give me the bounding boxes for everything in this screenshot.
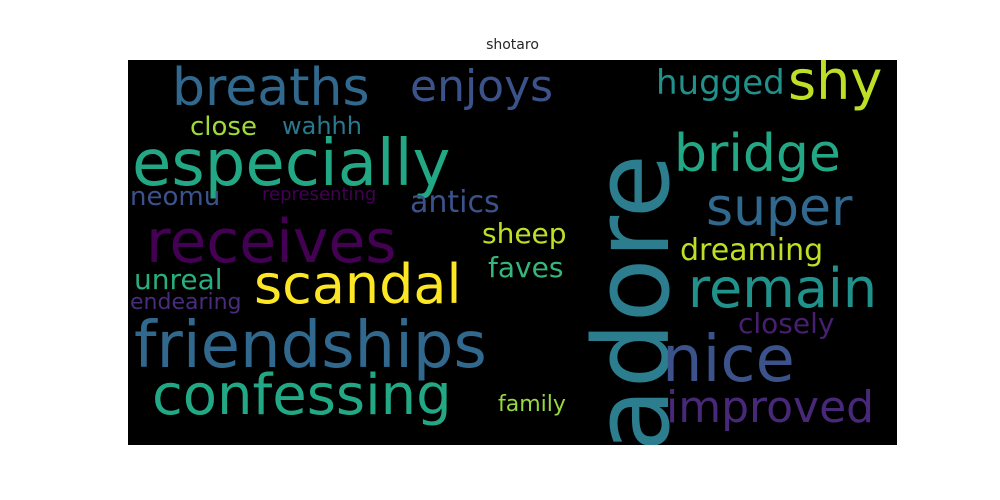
word-breaths: breaths	[172, 60, 370, 118]
word-dreaming: dreaming	[680, 233, 824, 268]
word-bridge: bridge	[674, 124, 841, 184]
word-friendships: friendships	[134, 309, 487, 383]
word-improved: improved	[666, 382, 875, 433]
word-wahhh: wahhh	[282, 112, 362, 140]
word-endearing: endearing	[130, 290, 242, 315]
word-closely: closely	[738, 307, 835, 340]
word-super: super	[706, 178, 853, 238]
word-enjoys: enjoys	[410, 61, 554, 112]
word-nice: nice	[662, 323, 795, 397]
word-sheep: sheep	[482, 217, 567, 250]
word-hugged: hugged	[656, 63, 785, 103]
word-family: family	[498, 392, 566, 417]
word-neomu: neomu	[130, 182, 221, 212]
word-unreal: unreal	[134, 263, 223, 296]
word-especially: especially	[132, 127, 451, 201]
word-cloud-panel: adore especially friendships receives sc…	[128, 60, 897, 445]
figure-title: shotaro	[486, 37, 539, 53]
word-close: close	[190, 112, 257, 142]
word-faves: faves	[488, 251, 564, 284]
word-shy: shy	[788, 60, 883, 112]
word-receives: receives	[146, 207, 397, 277]
word-scandal: scandal	[254, 253, 462, 316]
word-antics: antics	[410, 185, 500, 220]
word-representing: representing	[262, 184, 377, 205]
word-remain: remain	[688, 257, 878, 320]
word-confessing: confessing	[152, 363, 452, 428]
